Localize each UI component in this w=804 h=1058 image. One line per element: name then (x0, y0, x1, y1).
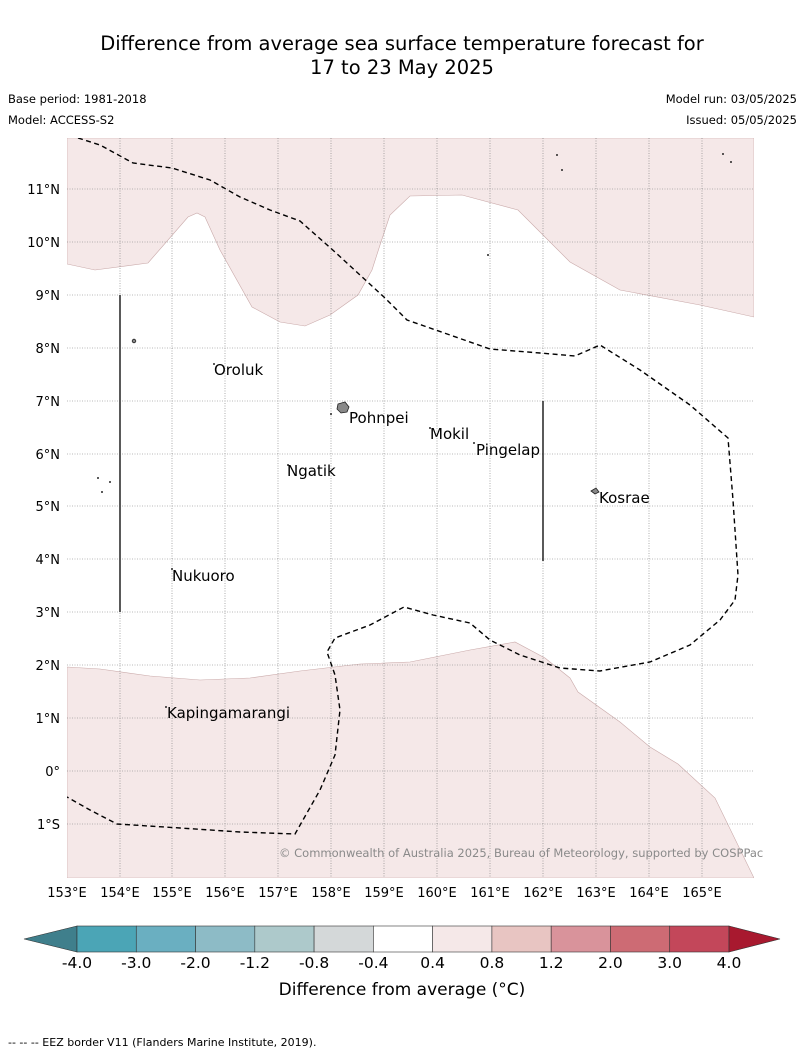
chart-title: Difference from average sea surface temp… (0, 32, 804, 80)
place-label-nukuoro: Nukuoro (172, 567, 235, 585)
colorbar-swatch (373, 925, 433, 953)
small-island (730, 160, 733, 163)
place-label-oroluk: Oroluk (214, 361, 263, 379)
lon-label: 156°E (205, 886, 245, 901)
small-island (109, 480, 112, 483)
place-label-pohnpei: Pohnpei (349, 409, 409, 427)
colorbar-swatch (254, 925, 315, 953)
colorbar-tick-label: -4.0 (62, 954, 92, 972)
lon-label: 165°E (682, 886, 722, 901)
lat-label: 9°N (36, 289, 61, 304)
gridlines (67, 138, 754, 878)
place-label-kosrae: Kosrae (599, 489, 650, 507)
anomaly-region-south (67, 641, 754, 878)
colorbar-tick-label: 1.2 (539, 954, 564, 972)
eez-border (67, 138, 739, 835)
lon-label: 163°E (576, 886, 616, 901)
colorbar-swatch (491, 925, 552, 953)
colorbar-swatch (313, 925, 374, 953)
colorbar-tick-label: 0.4 (420, 954, 445, 972)
title-line-2: 17 to 23 May 2025 (310, 56, 494, 79)
colorbar-swatch (76, 925, 137, 953)
model-run: Model run: 03/05/2025 (665, 92, 797, 106)
lat-label: 11°N (27, 183, 60, 198)
small-island (329, 412, 332, 415)
colorbar-tick-label: -0.4 (358, 954, 388, 972)
lon-label: 161°E (470, 886, 510, 901)
kosrae-island (590, 487, 600, 495)
lat-label: 1°N (36, 712, 61, 727)
pohnpei-island (336, 401, 350, 414)
colorbar-tick-label: 2.0 (598, 954, 623, 972)
place-label-pingelap: Pingelap (476, 441, 540, 459)
islands (97, 152, 733, 709)
lon-label: 159°E (364, 886, 404, 901)
lat-label: 1°S (37, 818, 60, 833)
colorbar: -4.0 -3.0 -2.0 -1.2 -0.8 -0.4 0.4 0.8 1.2 2.0 3.0 4… (23, 925, 781, 972)
lat-label: 7°N (36, 395, 61, 410)
lat-label: 3°N (36, 606, 61, 621)
issued-date: Issued: 05/05/2025 (686, 113, 797, 127)
lon-label: 154°E (100, 886, 140, 901)
lon-label: 160°E (417, 886, 457, 901)
base-period: Base period: 1981-2018 (8, 92, 147, 106)
lat-label: 0° (45, 765, 60, 780)
small-island (164, 706, 167, 709)
small-island (131, 338, 137, 344)
lat-label: 5°N (36, 500, 61, 515)
lon-label: 164°E (629, 886, 669, 901)
small-island (101, 490, 104, 493)
lon-label: 153°E (47, 886, 87, 901)
colorbar-tick-label: -2.0 (180, 954, 210, 972)
lat-label: 6°N (36, 448, 61, 463)
colorbar-tick-label: 3.0 (657, 954, 682, 972)
small-island (212, 362, 215, 365)
colorbar-swatch (669, 925, 730, 953)
small-island (561, 168, 564, 171)
small-island (722, 152, 725, 155)
colorbar-tick-label: -3.0 (121, 954, 151, 972)
lon-label: 155°E (152, 886, 192, 901)
colorbar-swatch (550, 925, 611, 953)
lon-label: 157°E (258, 886, 298, 901)
colorbar-swatch (610, 925, 671, 953)
lat-label: 4°N (36, 553, 61, 568)
model-name: Model: ACCESS-S2 (8, 113, 115, 127)
map-figure: Oroluk Pohnpei Mokil Pingelap Ngatik Kos… (27, 138, 763, 901)
small-island (556, 153, 559, 156)
small-island (428, 426, 431, 429)
colorbar-swatch (195, 925, 256, 953)
lat-label: 2°N (36, 659, 61, 674)
anomaly-region-north (67, 138, 754, 327)
colorbar-swatch (135, 925, 196, 953)
copyright-notice: © Commonwealth of Australia 2025, Bureau… (279, 846, 763, 860)
colorbar-arrow-high (728, 925, 781, 953)
eez-footnote: -- -- -- EEZ border V11 (Flanders Marine… (8, 1036, 317, 1049)
colorbar-tick-label: 4.0 (717, 954, 742, 972)
colorbar-title: Difference from average (°C) (278, 980, 526, 1000)
small-island (286, 463, 289, 466)
small-island (97, 476, 100, 479)
colorbar-tick-label: -0.8 (299, 954, 329, 972)
colorbar-tick-label: -1.2 (240, 954, 270, 972)
lon-label: 158°E (311, 886, 351, 901)
lon-label: 162°E (523, 886, 563, 901)
place-label-kapingamarangi: Kapingamarangi (167, 704, 290, 722)
lat-label: 10°N (27, 236, 60, 251)
colorbar-arrow-low (23, 925, 78, 953)
lat-label: 8°N (36, 342, 61, 357)
place-label-mokil: Mokil (430, 425, 469, 443)
small-island (486, 253, 489, 256)
title-line-1: Difference from average sea surface temp… (100, 32, 704, 55)
colorbar-swatch (432, 925, 493, 953)
colorbar-tick-label: 0.8 (480, 954, 505, 972)
small-island (170, 568, 173, 571)
place-label-ngatik: Ngatik (287, 462, 336, 480)
small-island (472, 441, 475, 444)
